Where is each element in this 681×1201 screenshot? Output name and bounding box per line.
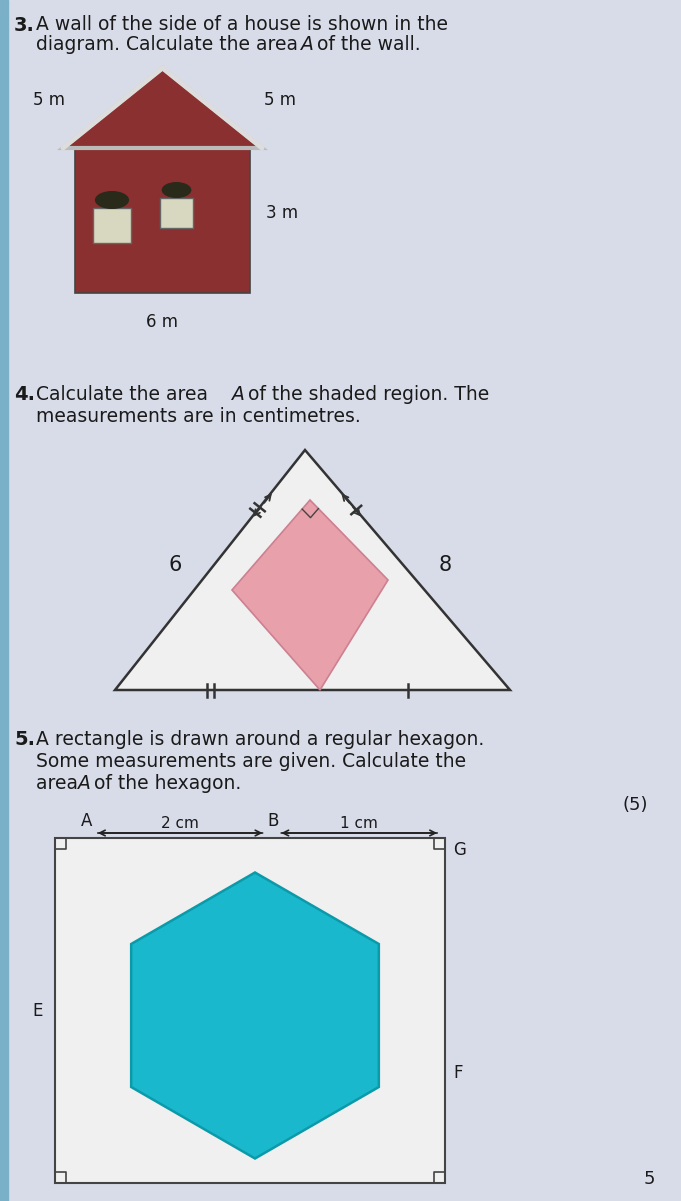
Text: of the hexagon.: of the hexagon.: [88, 773, 241, 793]
Text: 1 cm: 1 cm: [340, 815, 378, 831]
Text: of the shaded region. The: of the shaded region. The: [242, 386, 489, 404]
Text: F: F: [453, 1064, 462, 1082]
Text: G: G: [453, 841, 466, 859]
Ellipse shape: [95, 191, 129, 209]
Polygon shape: [115, 450, 510, 691]
Text: 5.: 5.: [14, 730, 35, 749]
Bar: [160, 198, 193, 228]
Bar: [93, 208, 131, 243]
Text: 5 m: 5 m: [264, 91, 296, 109]
Text: Calculate the area: Calculate the area: [36, 386, 214, 404]
Text: 3.: 3.: [14, 16, 35, 35]
Text: A wall of the side of a house is shown in the: A wall of the side of a house is shown i…: [36, 14, 448, 34]
Text: area: area: [36, 773, 84, 793]
Polygon shape: [63, 68, 262, 148]
Bar: [0, 0, 8, 1201]
Text: measurements are in centimetres.: measurements are in centimetres.: [36, 407, 361, 426]
Text: 6 m: 6 m: [146, 313, 178, 331]
Text: E: E: [33, 1002, 43, 1020]
Bar: [55, 838, 445, 1183]
Text: A: A: [81, 812, 93, 830]
Polygon shape: [232, 500, 388, 691]
Text: 4.: 4.: [14, 386, 35, 404]
Text: of the wall.: of the wall.: [311, 35, 421, 54]
Text: (5): (5): [622, 796, 648, 814]
Text: A: A: [301, 35, 314, 54]
Ellipse shape: [161, 183, 191, 198]
Text: 6: 6: [168, 555, 182, 575]
Text: diagram. Calculate the area: diagram. Calculate the area: [36, 35, 304, 54]
Text: A: A: [232, 386, 245, 404]
Text: 5 m: 5 m: [33, 91, 65, 109]
Text: A rectangle is drawn around a regular hexagon.: A rectangle is drawn around a regular he…: [36, 730, 484, 749]
Text: 3 m: 3 m: [266, 204, 298, 222]
Polygon shape: [131, 872, 379, 1159]
Text: B: B: [268, 812, 279, 830]
Text: 8: 8: [439, 555, 452, 575]
Bar: [75, 148, 250, 293]
Text: 2 cm: 2 cm: [161, 815, 199, 831]
Text: 5: 5: [644, 1170, 655, 1188]
Text: Some measurements are given. Calculate the: Some measurements are given. Calculate t…: [36, 752, 466, 771]
Text: A: A: [78, 773, 91, 793]
